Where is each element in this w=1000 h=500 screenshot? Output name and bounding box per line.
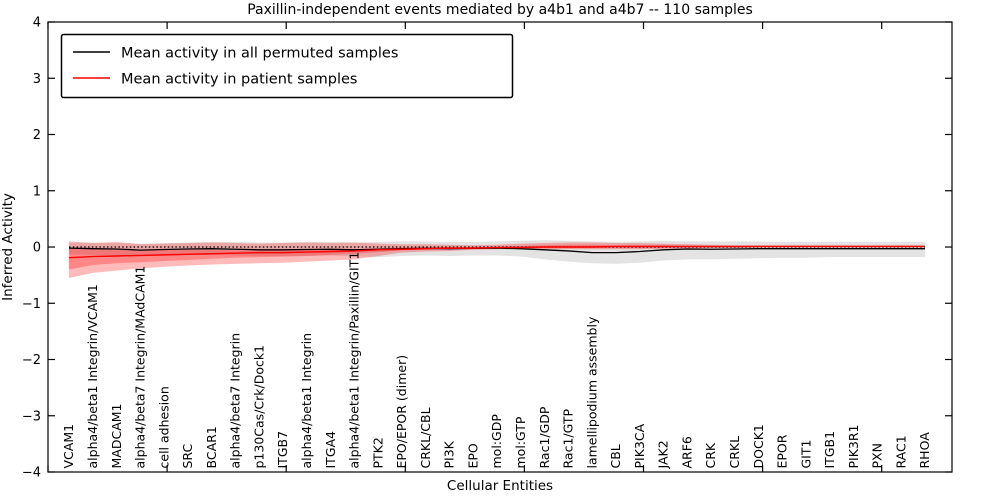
x-category-label: alpha4/beta7 Integrin/MAdCAM1: [133, 266, 148, 469]
patient-band-inner: [69, 244, 925, 270]
chart-plot-area: VCAM1 alpha4/beta1 Integrin/VCAM1 MADCAM1 a…: [22, 16, 953, 481]
x-category-label: mol:GTP: [513, 416, 528, 468]
x-category-label: alpha4/beta7 Integrin: [228, 333, 243, 469]
x-category-label: CRKL: [727, 436, 742, 469]
x-category-label: Rac1/GDP: [537, 406, 552, 468]
x-category-label: VCAM1: [61, 424, 76, 469]
y-tick-label: −1: [22, 297, 41, 312]
x-category-label: EPO: [465, 443, 480, 468]
y-tick-label: −3: [22, 409, 41, 424]
y-tick-label: 2: [33, 128, 41, 143]
chart-title: Paxillin-independent events mediated by …: [247, 2, 753, 18]
x-category-label: PTK2: [370, 437, 385, 468]
y-tick-label: 4: [33, 16, 41, 31]
x-category-label: MADCAM1: [109, 404, 124, 469]
x-category-label: CRK: [703, 442, 718, 468]
y-tick-label: 3: [33, 72, 41, 87]
x-category-label: alpha4/beta1 Integrin/Paxillin/GIT1: [347, 252, 362, 469]
x-category-label: EPO/EPOR (dimer): [394, 355, 409, 469]
x-category-label: cell adhesion: [156, 386, 171, 468]
x-category-label: SRC: [180, 444, 195, 469]
legend: Mean activity in all permuted samples Me…: [60, 33, 514, 99]
legend-box: [60, 33, 514, 99]
y-tick-label: −4: [22, 466, 41, 481]
x-category-label: PIK3CA: [632, 423, 647, 468]
x-category-label: ITGB7: [275, 431, 290, 469]
x-category-label: EPOR: [775, 434, 790, 468]
x-category-label: DOCK1: [751, 424, 766, 468]
x-axis-label: Cellular Entities: [447, 478, 553, 494]
x-category-label: ARF6: [679, 436, 694, 468]
x-category-label: GIT1: [798, 440, 813, 469]
x-category-label: PIK3R1: [846, 424, 861, 468]
y-axis-label: Inferred Activity: [0, 193, 16, 301]
x-category-label: BCAR1: [204, 426, 219, 468]
x-category-label: alpha4/beta1 Integrin/VCAM1: [85, 284, 100, 468]
legend-label-patient: Mean activity in patient samples: [121, 72, 357, 88]
x-category-label: alpha4/beta1 Integrin: [299, 333, 314, 469]
x-category-label: JAK2: [656, 440, 671, 469]
x-category-label: ITGB1: [822, 431, 837, 469]
x-category-label: Rac1/GTP: [561, 409, 576, 469]
x-category-label: p130Cas/Crk/Dock1: [251, 345, 266, 469]
x-category-label: RHOA: [917, 432, 932, 469]
x-category-label: lamellipodium assembly: [584, 316, 599, 468]
x-category-label: CRKL/CBL: [418, 407, 433, 468]
patient-mean-line: [68, 245, 925, 259]
x-category-label: ITGA4: [323, 431, 338, 469]
y-tick-label: −2: [22, 353, 41, 368]
y-tick-label: 0: [33, 241, 41, 256]
y-tick-label: 1: [33, 184, 41, 199]
legend-label-permuted: Mean activity in all permuted samples: [121, 46, 398, 62]
patient-band: [69, 241, 925, 278]
x-category-label: CBL: [608, 444, 623, 468]
x-category-label: mol:GDP: [489, 414, 504, 469]
x-category-label: PXN: [870, 443, 885, 468]
x-category-label: RAC1: [893, 435, 908, 468]
x-category-label: PI3K: [442, 440, 457, 468]
